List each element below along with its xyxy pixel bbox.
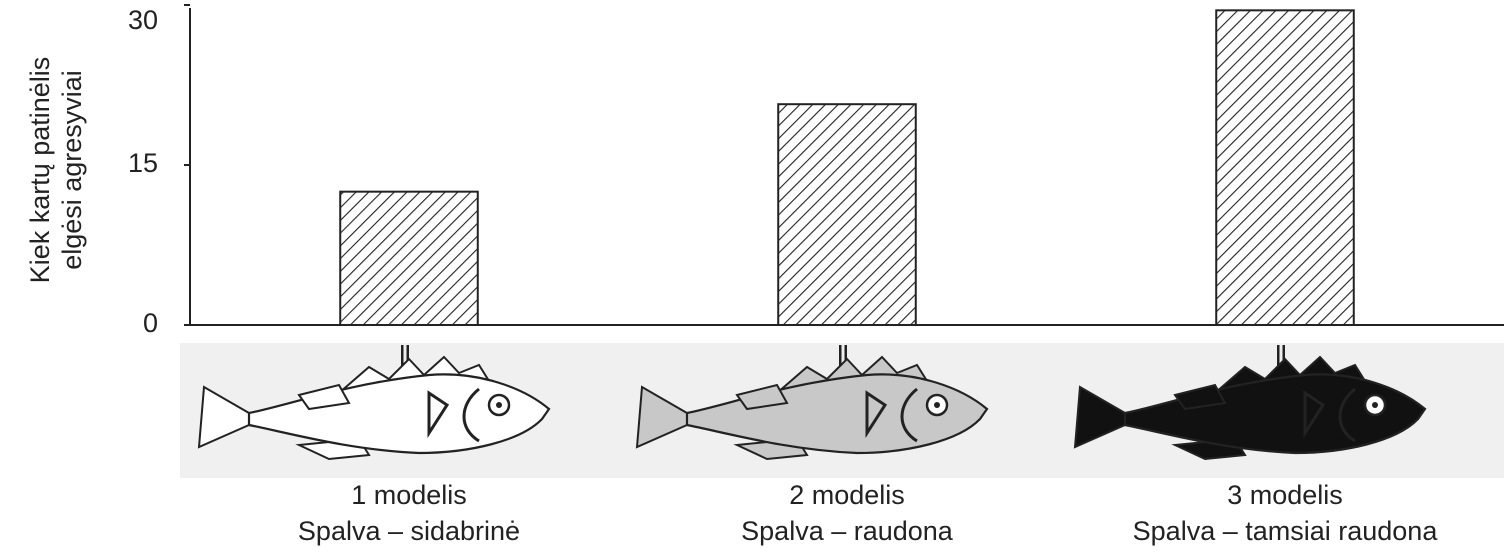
bar: [778, 104, 916, 325]
y-label-line: Kiek kartų patinėlis: [25, 57, 55, 284]
x-tick-sublabel: Spalva – tamsiai raudona: [1133, 516, 1439, 546]
x-tick-sublabel: Spalva – raudona: [741, 516, 954, 546]
y-axis-label: Kiek kartų patinėlis elgėsi agresyviai: [25, 57, 87, 284]
y-tick-label: 0: [143, 308, 158, 338]
y-tick-label: 15: [128, 148, 158, 178]
chart: Kiek kartų patinėlis elgėsi agresyviai 0…: [0, 0, 1504, 554]
x-tick-label: 1 modelis: [351, 480, 467, 510]
y-label-line: elgėsi agresyviai: [57, 70, 87, 270]
x-tick-label: 2 modelis: [789, 480, 905, 510]
x-tick-sublabel: Spalva – sidabrinė: [298, 516, 520, 546]
y-tick-label: 30: [128, 5, 158, 35]
x-tick-label: 3 modelis: [1227, 480, 1343, 510]
bar: [1216, 10, 1354, 325]
bar: [340, 192, 478, 325]
